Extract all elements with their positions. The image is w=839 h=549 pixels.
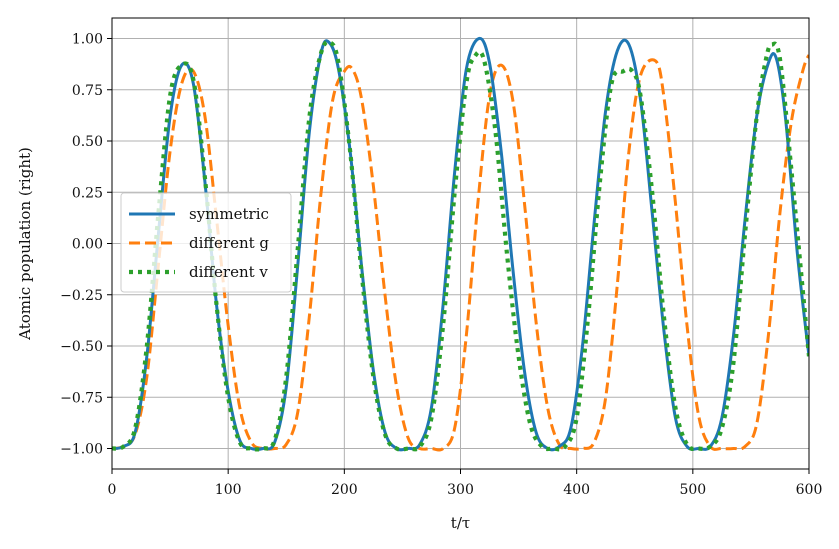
legend-label: different g <box>189 234 269 252</box>
series-line-different-g <box>112 54 809 452</box>
x-tick-label: 0 <box>108 482 117 498</box>
series-line-different-v <box>112 39 809 452</box>
x-tick-label: 100 <box>215 482 242 498</box>
y-axis-label: Atomic population (right) <box>16 147 34 341</box>
y-tick-label: −0.25 <box>60 288 103 304</box>
x-tick-label: 400 <box>563 482 590 498</box>
y-tick-label: −0.75 <box>60 390 103 406</box>
ticks: 0 100 200 300 400 500 600 −1.00 −0.75 −0.50 −0.25 0… <box>60 32 822 499</box>
legend-label: different v <box>189 263 268 281</box>
y-tick-label: 0.25 <box>72 185 103 201</box>
legend-box <box>120 192 292 293</box>
series-group <box>112 36 809 452</box>
y-tick-label: 1.00 <box>72 32 103 48</box>
y-tick-label: 0.00 <box>72 237 103 253</box>
y-tick-label: −1.00 <box>60 442 103 458</box>
x-tick-label: 500 <box>679 482 706 498</box>
y-tick-label: 0.50 <box>72 134 103 150</box>
x-tick-label: 300 <box>447 482 474 498</box>
legend: symmetric different g different v <box>120 192 292 293</box>
y-tick-label: 0.75 <box>72 83 103 99</box>
x-axis-label: t/τ <box>451 514 470 532</box>
y-tick-label: −0.50 <box>60 339 103 355</box>
legend-label: symmetric <box>189 205 269 223</box>
series-layer <box>112 36 809 452</box>
x-tick-label: 600 <box>796 482 823 498</box>
x-tick-label: 200 <box>331 482 358 498</box>
